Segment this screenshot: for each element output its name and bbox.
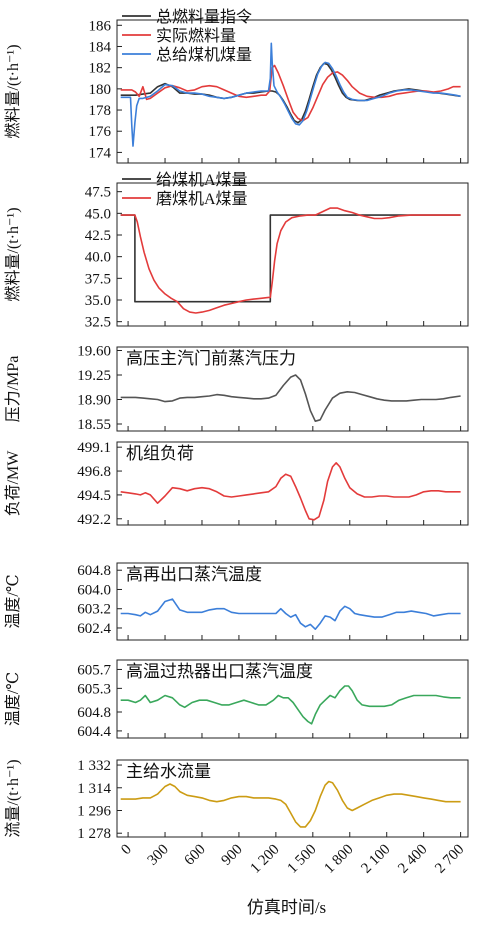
y-axis-label: 燃料量/(t·h⁻¹) xyxy=(4,207,22,301)
plot-frame xyxy=(116,759,469,838)
y-tick-label: 19.60 xyxy=(77,344,111,360)
y-tick-label: 496.8 xyxy=(77,464,111,480)
x-tick-label: 1 500 xyxy=(284,842,319,877)
plot-frame xyxy=(116,182,469,327)
y-tick-label: 604.8 xyxy=(77,563,111,579)
y-axis-label: 温度/℃ xyxy=(4,574,22,628)
y-tick-label: 1 296 xyxy=(77,803,111,819)
plot-frame xyxy=(116,346,469,432)
x-tick-label: 2 100 xyxy=(358,842,393,877)
panel-title: 主给水流量 xyxy=(126,762,211,781)
series-line-panel-3 xyxy=(120,374,461,422)
panel-title: 高压主汽门前蒸汽压力 xyxy=(126,349,296,368)
y-tick-label: 40.0 xyxy=(85,250,111,266)
y-tick-label: 47.5 xyxy=(85,185,111,201)
panel-title: 高温过热器出口蒸汽温度 xyxy=(126,662,313,681)
plot-frame xyxy=(116,659,469,739)
y-tick-label: 499.1 xyxy=(77,440,111,456)
series-line-实际燃料量 xyxy=(120,64,461,122)
x-tick-label: 2 700 xyxy=(432,842,467,877)
y-tick-label: 604.0 xyxy=(77,582,111,598)
y-axis-label: 压力/MPa xyxy=(4,356,22,423)
y-tick-label: 603.2 xyxy=(77,602,111,618)
y-tick-label: 32.5 xyxy=(85,315,111,331)
y-tick-label: 180 xyxy=(89,82,112,98)
y-tick-label: 605.3 xyxy=(77,681,111,697)
panel-4: 492.2 494.5 496.8 499.1 负荷/MW 机组负荷 xyxy=(4,440,469,528)
panel-title: 高再出口蒸汽温度 xyxy=(126,565,262,584)
series-line-panel-4 xyxy=(120,462,461,521)
series-line-panel-7 xyxy=(120,780,461,828)
series-line-磨煤机A煤量 xyxy=(120,207,461,314)
y-tick-label: 1 314 xyxy=(77,781,111,797)
y-tick-label: 174 xyxy=(89,145,112,161)
y-tick-label: 37.5 xyxy=(85,271,111,287)
legend-entry: 总燃料量指令 xyxy=(156,8,252,26)
y-tick-label: 184 xyxy=(89,39,112,55)
y-tick-label: 186 xyxy=(89,18,112,34)
series-line-总给煤机煤量 xyxy=(120,42,461,147)
y-tick-label: 45.0 xyxy=(85,206,111,222)
y-tick-label: 18.90 xyxy=(77,393,111,409)
legend-entry: 磨煤机A煤量 xyxy=(156,190,248,208)
x-tick-label: 1 200 xyxy=(248,842,283,877)
y-tick-label: 494.5 xyxy=(77,488,111,504)
y-axis-label: 负荷/MW xyxy=(4,450,22,517)
y-tick-label: 1 332 xyxy=(77,758,111,774)
y-tick-label: 18.55 xyxy=(77,417,111,433)
x-tick-label: 2 400 xyxy=(395,842,430,877)
panel-5: 602.4 603.2 604.0 604.8 温度/℃ 高再出口蒸汽温度 xyxy=(4,562,469,641)
y-tick-label: 602.4 xyxy=(77,621,111,637)
panel-title: 机组负荷 xyxy=(126,444,194,463)
x-axis-label: 仿真时间/s xyxy=(247,898,326,917)
y-tick-label: 492.2 xyxy=(77,512,111,528)
legend-entry: 总给煤机煤量 xyxy=(156,46,252,64)
x-tick-label: 900 xyxy=(219,842,246,869)
panel-1: 174 176 178 180 182 184 186 燃料量/(t·h⁻¹) 总燃料量指令实际… xyxy=(4,8,469,164)
series-line-给煤机A煤量 xyxy=(120,214,461,303)
y-tick-label: 178 xyxy=(89,103,112,119)
y-tick-label: 42.5 xyxy=(85,228,111,244)
y-axis-label: 流量/(t·h⁻¹) xyxy=(4,759,22,837)
y-tick-label: 605.7 xyxy=(77,662,111,678)
y-tick-label: 1 278 xyxy=(77,826,111,842)
legend-entry: 给煤机A煤量 xyxy=(156,171,248,189)
x-tick-label: 1 800 xyxy=(321,842,356,877)
plot-frame xyxy=(116,19,469,164)
plot-frame xyxy=(116,562,469,641)
panel-3: 18.55 18.90 19.25 19.60 压力/MPa 高压主汽门前蒸汽压力 xyxy=(4,344,469,433)
panel-2: 32.5 35.0 37.5 40.0 42.5 45.0 47.5 燃料量/(t·h⁻¹) 给… xyxy=(4,171,469,331)
x-tick-label: 300 xyxy=(145,842,172,869)
y-tick-label: 176 xyxy=(89,124,112,140)
series-line-panel-6 xyxy=(120,685,461,725)
y-tick-label: 19.25 xyxy=(77,368,111,384)
series-line-panel-5 xyxy=(120,598,461,630)
y-tick-label: 604.8 xyxy=(77,705,111,721)
x-tick-label: 0 xyxy=(118,842,135,859)
y-tick-label: 182 xyxy=(89,61,112,77)
panel-6: 604.4 604.8 605.3 605.7 温度/℃ 高温过热器出口蒸汽温度 xyxy=(4,659,469,740)
x-tick-label: 600 xyxy=(182,842,209,869)
y-tick-label: 604.4 xyxy=(77,724,111,740)
plot-frame xyxy=(116,441,469,526)
y-axis-label: 燃料量/(t·h⁻¹) xyxy=(4,44,22,138)
y-tick-label: 35.0 xyxy=(85,293,111,309)
y-axis-label: 温度/℃ xyxy=(4,672,22,726)
panel-7: 1 278 1 296 1 314 1 332 流量/(t·h⁻¹) 主给水流量 xyxy=(4,758,469,842)
legend-entry: 实际燃料量 xyxy=(156,27,236,45)
